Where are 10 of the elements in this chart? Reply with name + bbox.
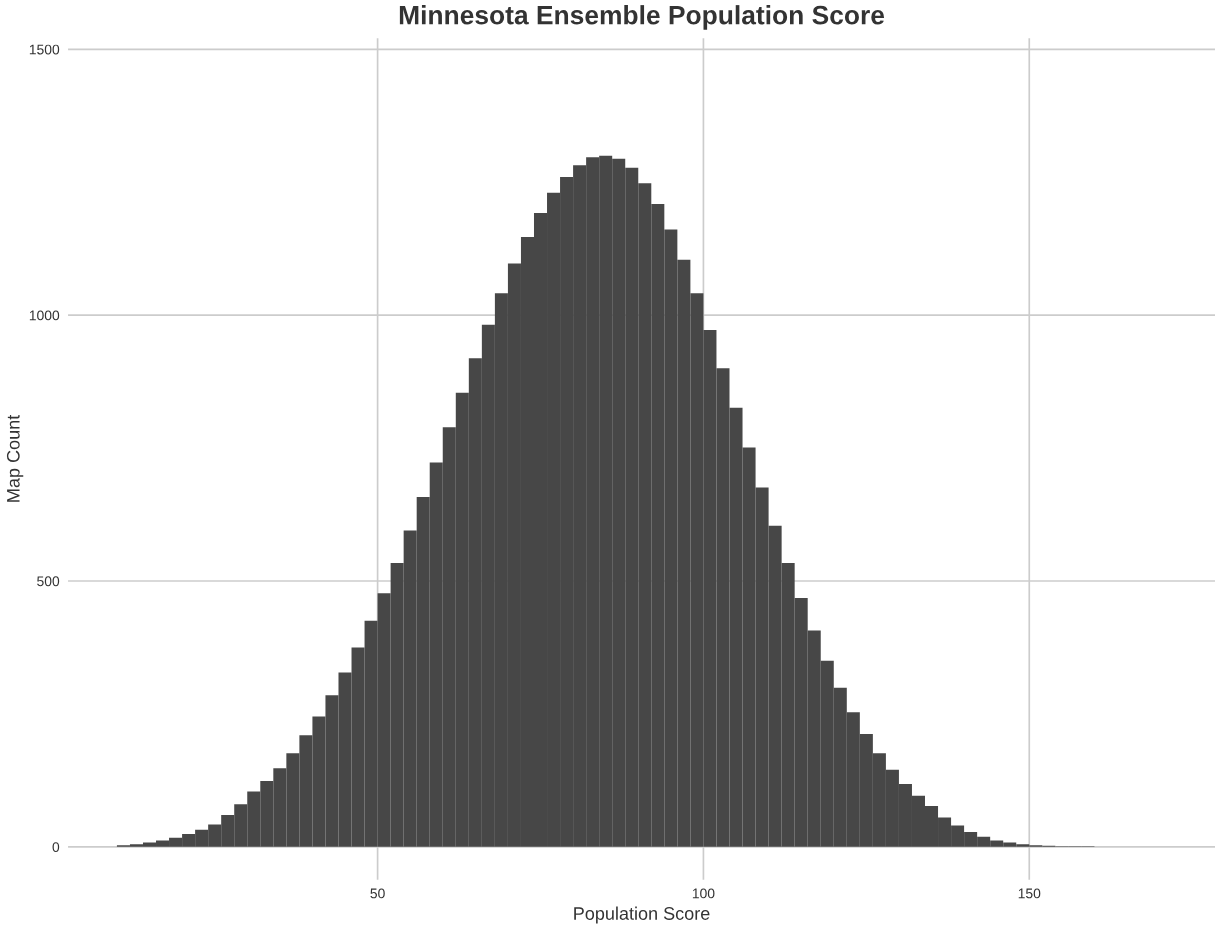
y-tick-label: 1500 [29, 44, 60, 55]
y-tick-label: 1000 [29, 310, 60, 321]
y-tick-label: 0 [52, 842, 60, 852]
y-tick-label: 500 [37, 576, 60, 587]
x-tick-label: 100 [692, 888, 715, 899]
x-tick-label: 50 [370, 888, 385, 899]
x-tick-label: 150 [1018, 888, 1041, 899]
chart-title: Minnesota Ensemble Population Score [399, 5, 885, 30]
y-axis-title: Map Count [6, 414, 24, 502]
x-axis-title: Population Score [574, 906, 710, 924]
